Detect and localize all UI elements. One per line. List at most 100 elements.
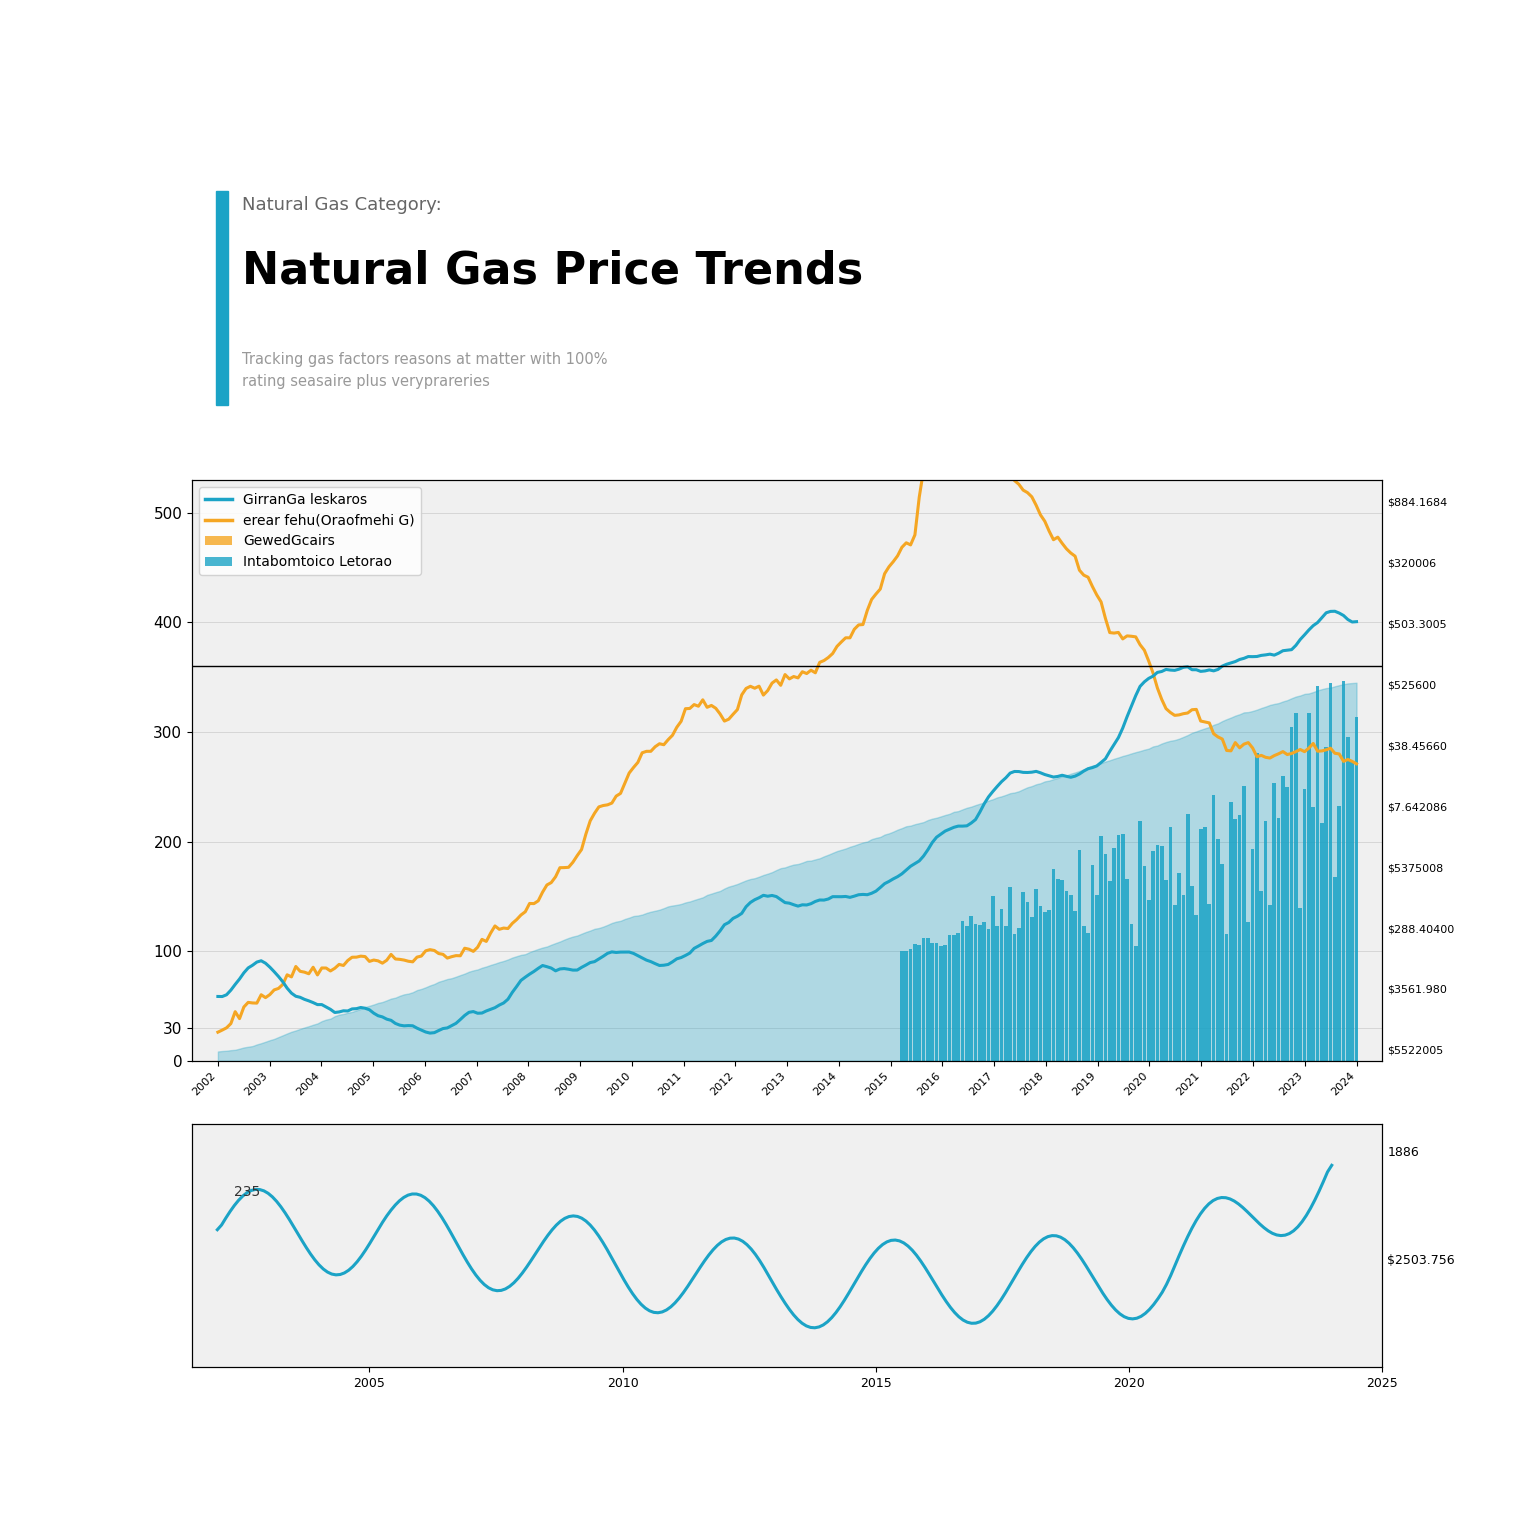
Bar — [1155, 845, 1160, 1061]
Bar — [1034, 889, 1038, 1061]
Bar — [1060, 880, 1064, 1061]
Bar — [900, 951, 903, 1061]
Bar — [912, 945, 917, 1061]
Bar — [1272, 783, 1276, 1061]
Bar — [986, 929, 991, 1061]
Bar — [1290, 727, 1293, 1061]
Bar — [1269, 905, 1272, 1061]
Bar — [1303, 790, 1307, 1061]
Bar — [1324, 748, 1329, 1061]
Bar — [1017, 928, 1020, 1061]
Bar — [1112, 848, 1117, 1061]
Bar — [1203, 826, 1207, 1061]
Bar — [969, 915, 972, 1061]
Bar — [1026, 902, 1029, 1061]
Bar — [1246, 922, 1250, 1061]
Bar — [905, 951, 908, 1061]
Bar — [1346, 737, 1350, 1061]
Bar — [1233, 819, 1236, 1061]
Bar — [1164, 880, 1167, 1061]
Bar — [1238, 816, 1241, 1061]
Bar — [1186, 814, 1189, 1061]
Text: 235: 235 — [235, 1184, 261, 1200]
Bar — [960, 920, 965, 1061]
Text: Natural Gas Price Trends: Natural Gas Price Trends — [243, 249, 863, 292]
Bar — [1086, 932, 1091, 1061]
Legend: GirranGa leskaros, erear fehu(Oraofmehi G), GewedGcairs, Intabomtoico Letorao: GirranGa leskaros, erear fehu(Oraofmehi … — [200, 487, 421, 574]
Bar — [1078, 849, 1081, 1061]
Bar — [1048, 909, 1051, 1061]
Bar — [1329, 682, 1332, 1061]
Bar — [965, 926, 969, 1061]
Bar — [1129, 925, 1134, 1061]
Bar — [1021, 892, 1025, 1061]
Bar — [1243, 786, 1246, 1061]
Bar — [1319, 823, 1324, 1061]
Bar — [1121, 834, 1124, 1061]
Bar — [1081, 926, 1086, 1061]
Bar — [1355, 717, 1358, 1061]
Bar — [909, 949, 912, 1061]
Bar — [1103, 854, 1107, 1061]
Bar — [1005, 926, 1008, 1061]
Bar — [1043, 912, 1046, 1061]
Bar — [1000, 909, 1003, 1061]
Bar — [917, 945, 922, 1061]
Bar — [1069, 894, 1072, 1061]
Bar — [1143, 866, 1146, 1061]
Bar — [1074, 911, 1077, 1061]
Bar — [1224, 934, 1229, 1061]
Text: Tracking gas factors reasons at matter with 100%
rating seasaire plus veryprarer: Tracking gas factors reasons at matter w… — [243, 352, 608, 389]
Bar — [1316, 685, 1319, 1061]
Bar — [957, 932, 960, 1061]
Bar — [1255, 753, 1260, 1061]
Bar — [978, 925, 982, 1061]
Bar — [1138, 820, 1141, 1061]
Text: Natural Gas Category:: Natural Gas Category: — [243, 197, 442, 214]
Bar — [1221, 865, 1224, 1061]
Bar — [1217, 839, 1220, 1061]
Bar — [922, 938, 925, 1061]
Bar — [1177, 872, 1181, 1061]
Bar — [995, 926, 998, 1061]
Bar — [935, 943, 938, 1061]
Bar — [1293, 713, 1298, 1061]
Bar — [1064, 891, 1069, 1061]
Bar — [1117, 836, 1120, 1061]
Bar — [1052, 869, 1055, 1061]
Bar — [926, 938, 929, 1061]
Bar — [1190, 886, 1193, 1061]
Bar — [1229, 802, 1233, 1061]
Bar — [952, 935, 955, 1061]
Bar — [983, 922, 986, 1061]
Bar — [1276, 819, 1281, 1061]
Bar — [1150, 851, 1155, 1061]
Bar — [1100, 836, 1103, 1061]
Bar — [1091, 865, 1094, 1061]
Bar — [1207, 903, 1212, 1061]
Bar — [991, 897, 995, 1061]
Bar — [1126, 879, 1129, 1061]
Bar — [1250, 849, 1255, 1061]
Bar — [1281, 776, 1284, 1061]
Bar — [1107, 882, 1112, 1061]
Bar — [1198, 829, 1203, 1061]
Bar — [1181, 895, 1186, 1061]
Bar — [1095, 895, 1098, 1061]
Bar — [1012, 934, 1017, 1061]
Bar — [1174, 905, 1177, 1061]
Bar — [1147, 900, 1150, 1061]
Bar — [1333, 877, 1336, 1061]
Bar — [215, 192, 227, 406]
Bar — [1312, 808, 1315, 1061]
Bar — [1264, 820, 1267, 1061]
Bar — [1338, 806, 1341, 1061]
Bar — [1212, 794, 1215, 1061]
Bar — [1055, 880, 1060, 1061]
Bar — [931, 943, 934, 1061]
Bar — [1031, 917, 1034, 1061]
Bar — [974, 923, 977, 1061]
Bar — [1160, 846, 1164, 1061]
Bar — [1169, 828, 1172, 1061]
Bar — [938, 946, 943, 1061]
